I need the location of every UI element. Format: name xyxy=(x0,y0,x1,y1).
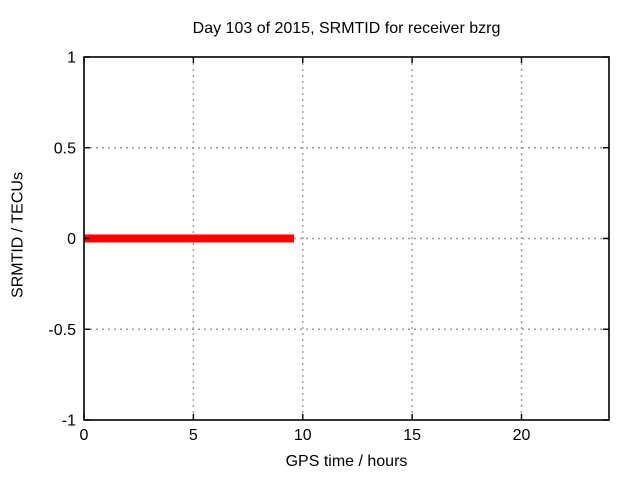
x-tick-label: 5 xyxy=(189,427,198,444)
y-tick-label: 0 xyxy=(67,231,76,248)
y-tick-label: 1 xyxy=(67,50,76,67)
x-tick-label: 20 xyxy=(513,427,531,444)
x-tick-label: 15 xyxy=(403,427,421,444)
x-tick-label: 10 xyxy=(294,427,312,444)
x-axis-label: GPS time / hours xyxy=(285,453,408,470)
y-tick-label: 0.5 xyxy=(54,140,76,157)
y-tick-label: -0.5 xyxy=(48,322,76,339)
chart-title: Day 103 of 2015, SRMTID for receiver bzr… xyxy=(192,20,501,37)
y-tick-label: -1 xyxy=(62,413,76,430)
x-tick-label: 0 xyxy=(80,427,89,444)
